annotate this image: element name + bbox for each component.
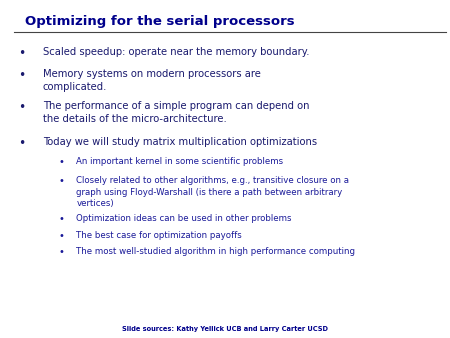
- Text: Optimization ideas can be used in other problems: Optimization ideas can be used in other …: [76, 214, 292, 223]
- Text: •: •: [58, 157, 64, 167]
- Text: Optimizing for the serial processors: Optimizing for the serial processors: [25, 15, 294, 28]
- Text: An important kernel in some scientific problems: An important kernel in some scientific p…: [76, 157, 284, 166]
- Text: •: •: [58, 231, 64, 241]
- Text: •: •: [58, 247, 64, 258]
- Text: •: •: [58, 176, 64, 187]
- Text: Scaled speedup: operate near the memory boundary.: Scaled speedup: operate near the memory …: [43, 47, 309, 57]
- Text: •: •: [18, 101, 25, 114]
- Text: The performance of a simple program can depend on
the details of the micro-archi: The performance of a simple program can …: [43, 101, 309, 124]
- Text: •: •: [18, 137, 25, 150]
- Text: •: •: [18, 47, 25, 60]
- Text: Slide sources: Kathy Yellick UCB and Larry Carter UCSD: Slide sources: Kathy Yellick UCB and Lar…: [122, 326, 328, 332]
- Text: The best case for optimization payoffs: The best case for optimization payoffs: [76, 231, 242, 240]
- Text: •: •: [58, 214, 64, 224]
- Text: The most well-studied algorithm in high performance computing: The most well-studied algorithm in high …: [76, 247, 356, 257]
- Text: •: •: [18, 69, 25, 82]
- Text: Closely related to other algorithms, e.g., transitive closure on a
graph using F: Closely related to other algorithms, e.g…: [76, 176, 350, 208]
- Text: Today we will study matrix multiplication optimizations: Today we will study matrix multiplicatio…: [43, 137, 317, 147]
- Text: Memory systems on modern processors are
complicated.: Memory systems on modern processors are …: [43, 69, 261, 92]
